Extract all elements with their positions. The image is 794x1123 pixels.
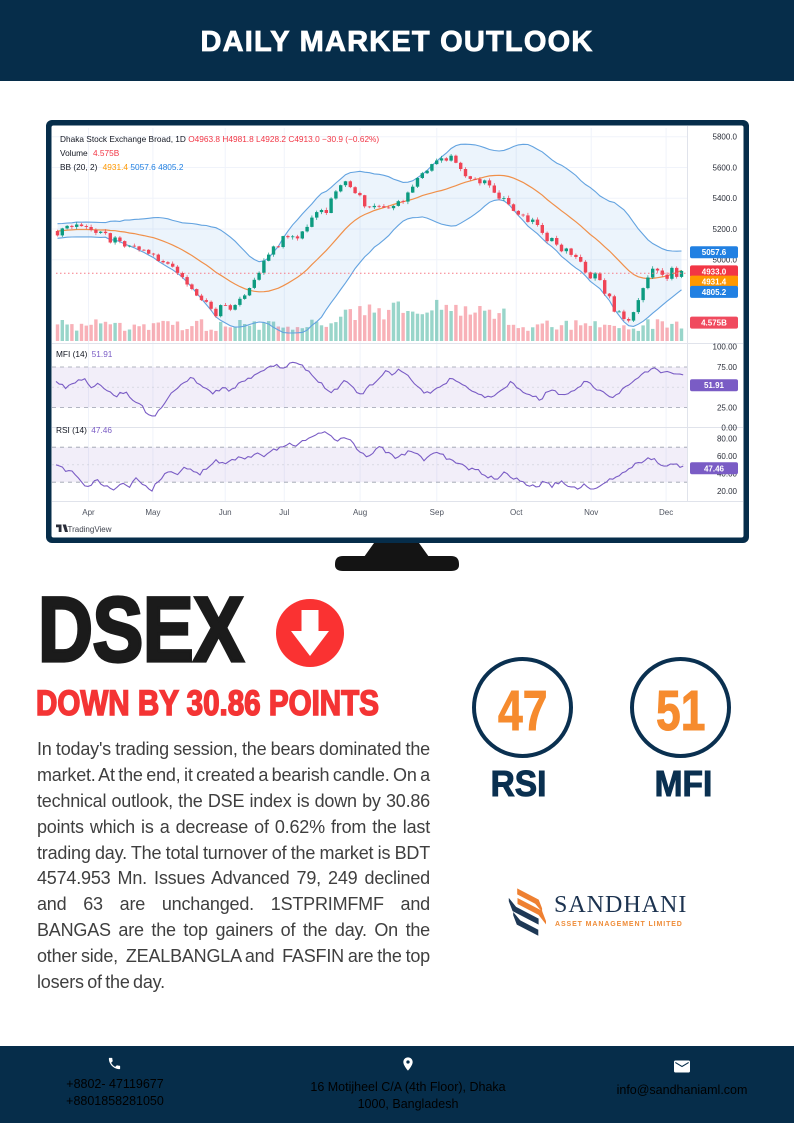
svg-text:Sep: Sep — [430, 508, 445, 517]
svg-text:BB (20, 2) 4931.4 5057.6 4805.: BB (20, 2) 4931.4 5057.6 4805.2 — [60, 162, 184, 172]
svg-text:0.00: 0.00 — [721, 424, 737, 433]
svg-text:4.575B: 4.575B — [701, 319, 727, 328]
svg-text:Aug: Aug — [353, 508, 367, 517]
svg-text:TradingView: TradingView — [68, 525, 112, 534]
svg-text:4931.4: 4931.4 — [702, 278, 727, 287]
svg-text:Oct: Oct — [510, 508, 523, 517]
svg-text:Dhaka Stock Exchange Broad, 1D: Dhaka Stock Exchange Broad, 1D O4963.8 H… — [60, 134, 379, 144]
svg-text:5400.0: 5400.0 — [713, 194, 738, 203]
svg-text:5600.0: 5600.0 — [713, 163, 738, 172]
svg-text:5057.6: 5057.6 — [702, 248, 727, 257]
svg-text:Jun: Jun — [219, 508, 232, 517]
svg-text:75.00: 75.00 — [717, 363, 738, 372]
svg-text:Volume 4.575B: Volume 4.575B — [60, 148, 120, 158]
svg-text:51.91: 51.91 — [704, 381, 725, 390]
svg-text:4805.2: 4805.2 — [702, 288, 727, 297]
svg-text:80.00: 80.00 — [717, 434, 738, 443]
svg-text:5000.0: 5000.0 — [713, 256, 738, 265]
svg-text:Nov: Nov — [584, 508, 598, 517]
svg-text:47.46: 47.46 — [704, 464, 725, 473]
svg-text:MFI (14) 51.91: MFI (14) 51.91 — [56, 349, 113, 359]
svg-text:Dec: Dec — [659, 508, 673, 517]
svg-text:25.00: 25.00 — [717, 403, 738, 412]
svg-text:Jul: Jul — [279, 508, 289, 517]
svg-text:RSI (14) 47.46: RSI (14) 47.46 — [56, 425, 112, 435]
svg-text:60.00: 60.00 — [717, 452, 738, 461]
svg-text:Apr: Apr — [82, 508, 95, 517]
svg-text:May: May — [145, 508, 160, 517]
svg-text:5800.0: 5800.0 — [713, 133, 738, 142]
svg-text:4933.0: 4933.0 — [702, 267, 727, 276]
svg-text:5200.0: 5200.0 — [713, 225, 738, 234]
svg-text:100.00: 100.00 — [713, 343, 738, 352]
svg-text:20.00: 20.00 — [717, 487, 738, 496]
